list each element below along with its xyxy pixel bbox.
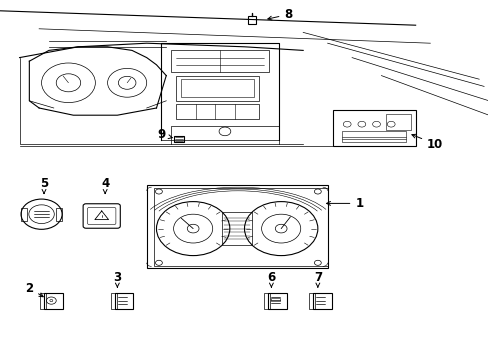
- Bar: [332, 110, 415, 146]
- Bar: [40, 293, 46, 309]
- Bar: [312, 293, 331, 309]
- Bar: [154, 188, 327, 266]
- Bar: [181, 79, 254, 97]
- Text: 10: 10: [411, 134, 443, 150]
- Bar: [111, 293, 117, 309]
- Text: 6: 6: [267, 271, 275, 287]
- Bar: [222, 212, 251, 245]
- Text: 1: 1: [326, 197, 363, 210]
- Text: 8: 8: [267, 8, 292, 21]
- Text: 2: 2: [25, 282, 43, 297]
- Text: 9: 9: [157, 129, 172, 141]
- Bar: [173, 136, 184, 142]
- Text: 7: 7: [313, 271, 321, 287]
- Bar: [176, 104, 259, 119]
- Bar: [270, 298, 279, 301]
- Bar: [248, 16, 256, 24]
- Bar: [176, 76, 259, 101]
- Bar: [115, 293, 133, 309]
- Bar: [342, 131, 405, 142]
- Bar: [308, 293, 314, 309]
- Bar: [264, 293, 269, 309]
- Text: 3: 3: [113, 271, 121, 287]
- Bar: [21, 208, 27, 221]
- Bar: [44, 293, 62, 309]
- Bar: [267, 293, 286, 309]
- Bar: [146, 185, 327, 268]
- Bar: [171, 50, 268, 72]
- Text: 5: 5: [40, 177, 48, 193]
- Bar: [56, 208, 62, 221]
- Bar: [386, 114, 410, 130]
- Text: 4: 4: [101, 177, 109, 193]
